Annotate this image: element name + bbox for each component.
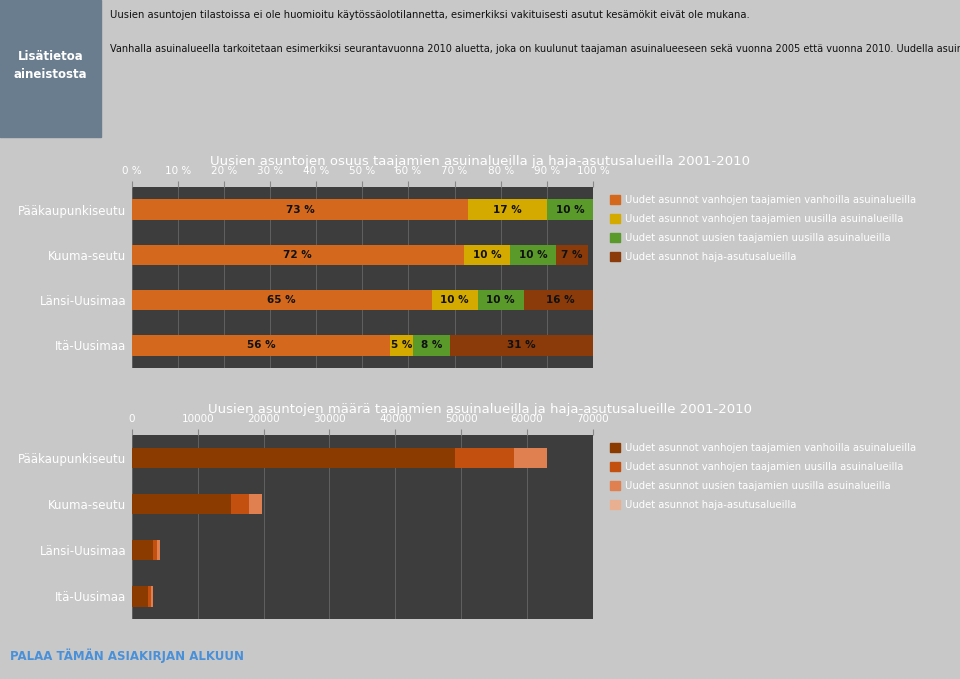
Legend: Uudet asunnot vanhojen taajamien vanhoilla asuinalueilla, Uudet asunnot vanhojen: Uudet asunnot vanhojen taajamien vanhoil… [607,192,920,265]
Text: 31 %: 31 % [507,340,536,350]
Text: Lisätietoa
aineistosta: Lisätietoa aineistosta [13,50,87,81]
Text: 10 %: 10 % [487,295,515,305]
Bar [153,540,156,560]
Bar [149,586,151,606]
Text: 56 %: 56 % [247,340,276,350]
Text: 16 %: 16 % [546,295,575,305]
Text: 73 %: 73 % [286,204,315,215]
Text: 65 %: 65 % [268,295,296,305]
Bar [230,494,250,514]
Bar [132,244,464,265]
Text: 10 %: 10 % [472,250,501,260]
Legend: Uudet asunnot vanhojen taajamien vanhoilla asuinalueilla, Uudet asunnot vanhojen: Uudet asunnot vanhojen taajamien vanhoil… [607,440,920,513]
Text: Uusien asuntojen tilastoissa ei ole huomioitu käytössäolotilannetta, esimerkiksi: Uusien asuntojen tilastoissa ei ole huom… [110,10,750,20]
Bar [390,335,413,356]
Bar [468,200,547,220]
Bar [156,540,159,560]
Bar [132,447,455,469]
Bar [450,335,593,356]
Text: 7 %: 7 % [562,250,583,260]
Bar [132,494,230,514]
Bar [455,447,514,469]
Bar [132,200,468,220]
Bar [250,494,262,514]
Text: 10 %: 10 % [518,250,547,260]
Text: Vanhalla asuinalueella tarkoitetaan esimerkiksi seurantavuonna 2010 aluetta, jok: Vanhalla asuinalueella tarkoitetaan esim… [110,44,960,54]
Bar [524,290,597,310]
Bar [132,335,390,356]
Bar [132,290,432,310]
Bar [132,586,149,606]
Text: Uusien asuntojen osuus taajamien asuinalueilla ja haja-asutusalueilla 2001-2010: Uusien asuntojen osuus taajamien asuinal… [210,155,750,168]
Bar [556,244,588,265]
Bar [413,335,450,356]
Bar [478,290,524,310]
Text: 5 %: 5 % [391,340,412,350]
Bar [151,586,153,606]
Text: 8 %: 8 % [420,340,443,350]
Bar [510,244,556,265]
Text: 17 %: 17 % [493,204,522,215]
Bar [464,244,510,265]
Bar [514,447,547,469]
Text: 10 %: 10 % [556,204,584,215]
Bar [0,0,101,137]
Text: 72 %: 72 % [283,250,312,260]
Bar [547,200,593,220]
Bar [132,540,153,560]
Text: 10 %: 10 % [441,295,468,305]
Bar [432,290,478,310]
Text: PALAA TÄMÄN ASIAKIRJAN ALKUUN: PALAA TÄMÄN ASIAKIRJAN ALKUUN [10,648,244,663]
Text: Uusien asuntojen määrä taajamien asuinalueilla ja haja-asutusalueille 2001-2010: Uusien asuntojen määrä taajamien asuinal… [208,403,752,416]
